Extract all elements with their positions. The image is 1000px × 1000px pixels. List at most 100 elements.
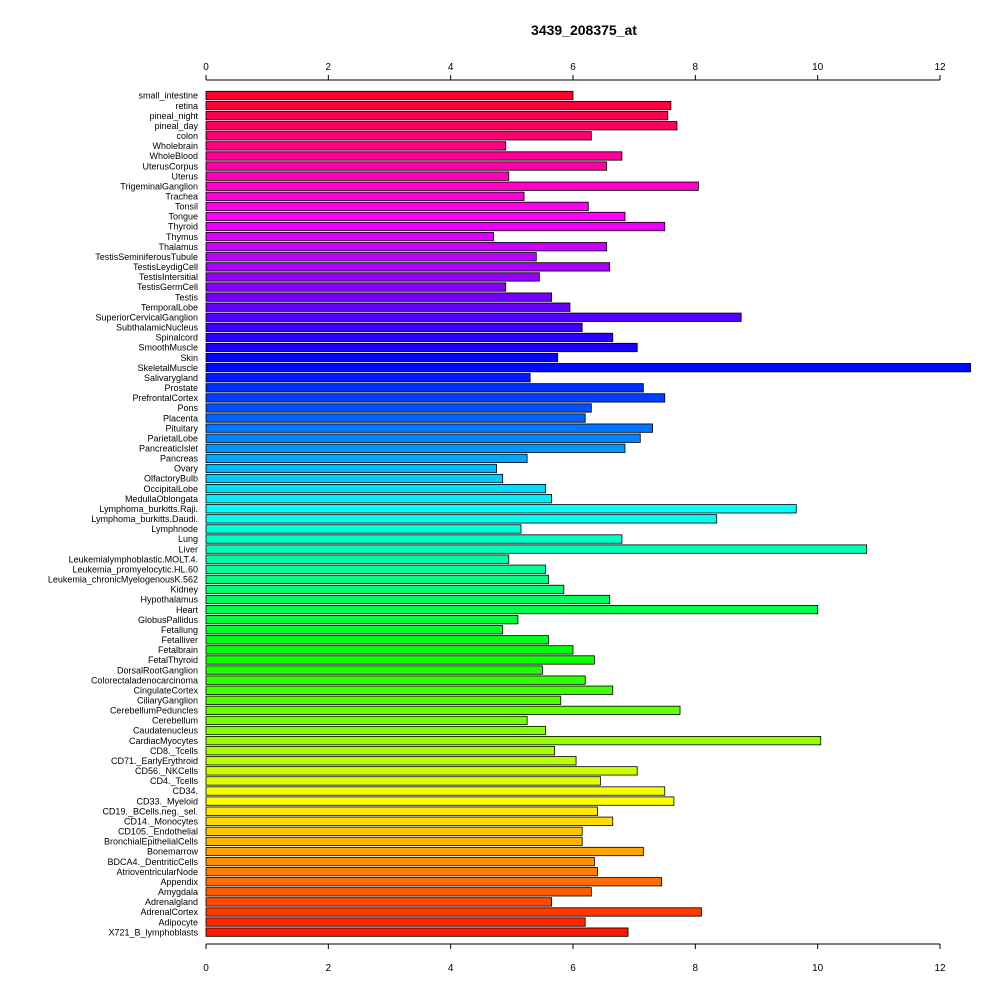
bar-wholeblood bbox=[205, 151, 623, 161]
bar-fetalbrain bbox=[205, 645, 574, 655]
category-label: DorsalRootGanglion bbox=[117, 665, 198, 675]
bottom-axis: 0 2 4 6 8 10 12 bbox=[203, 943, 946, 974]
category-label: Hypothalamus bbox=[140, 595, 198, 605]
category-label: Adrenalgland bbox=[145, 897, 198, 907]
bar-wholebrain bbox=[205, 141, 507, 151]
bar-lymphoma-burkitts-raji- bbox=[205, 504, 797, 514]
bar-prostate bbox=[205, 383, 644, 393]
top-axis-tick-label: 0 bbox=[203, 62, 209, 73]
bottom-axis-tick-label: 12 bbox=[934, 963, 946, 974]
category-label: pineal_day bbox=[154, 121, 198, 131]
category-label: retina bbox=[175, 101, 198, 111]
category-label: MedullaOblongata bbox=[125, 494, 198, 504]
bar-testisgermcell bbox=[205, 282, 507, 292]
category-label: Heart bbox=[176, 605, 199, 615]
bottom-axis-tick-label: 10 bbox=[812, 963, 824, 974]
category-label: Thalamus bbox=[158, 242, 198, 252]
category-label: CD8._Tcells bbox=[150, 746, 199, 756]
bar-testis bbox=[205, 292, 552, 302]
top-axis-tick-label: 10 bbox=[812, 62, 824, 73]
bar-leukemia-promyelocytic-hl-60 bbox=[205, 564, 546, 574]
category-label: CD33._Myeloid bbox=[136, 796, 198, 806]
bar-skeletalmuscle bbox=[205, 363, 971, 373]
category-label: PrefrontalCortex bbox=[132, 393, 198, 403]
category-label: Caudatenucleus bbox=[133, 726, 199, 736]
bar-pancreaticislet bbox=[205, 443, 626, 453]
category-label: Lymphoma_burkitts.Raji. bbox=[99, 504, 198, 514]
category-label: CiliaryGanglion bbox=[137, 696, 198, 706]
category-label: Fetallung bbox=[161, 625, 198, 635]
bar-pituitary bbox=[205, 423, 653, 433]
bar-uterus bbox=[205, 171, 510, 181]
bar-superiorcervicalganglion bbox=[205, 312, 742, 322]
bottom-axis-tick-label: 0 bbox=[203, 963, 209, 974]
bar-cerebellum bbox=[205, 715, 528, 726]
bar-cd105-endothelial bbox=[205, 826, 583, 836]
bar-leukemialymphoblastic-molt-4- bbox=[205, 554, 510, 564]
bar-olfactorybulb bbox=[205, 473, 504, 484]
bar-temporallobe bbox=[205, 302, 571, 312]
bar-cerebellumpeduncles bbox=[205, 705, 681, 715]
bar-thymus bbox=[205, 232, 494, 242]
category-label: Lymphoma_burkitts.Daudi. bbox=[91, 514, 198, 524]
category-label: Liver bbox=[178, 544, 198, 554]
bar-medullaoblongata bbox=[205, 494, 552, 504]
top-axis-tick-label: 6 bbox=[570, 62, 576, 73]
category-label: SubthalamicNucleus bbox=[116, 323, 199, 333]
bottom-axis-tick-label: 6 bbox=[570, 963, 576, 974]
category-label: Kidney bbox=[170, 585, 198, 595]
bar-adipocyte bbox=[205, 917, 586, 927]
bar-caudatenucleus bbox=[205, 725, 546, 736]
bar-leukemia-chronicmyelogenousk-562 bbox=[205, 574, 549, 584]
category-label: TestisGermCell bbox=[137, 282, 198, 292]
bar-trigeminalganglion bbox=[205, 181, 699, 191]
category-labels-group: small_intestineretinapineal_nightpineal_… bbox=[48, 91, 199, 938]
bottom-axis-tick-label: 8 bbox=[693, 963, 699, 974]
bar-parietallobe bbox=[205, 433, 641, 443]
top-axis-tick-label: 12 bbox=[934, 62, 946, 73]
bar-smoothmuscle bbox=[205, 342, 638, 353]
bar-cd56-nkcells bbox=[205, 766, 638, 776]
category-label: AdrenalCortex bbox=[140, 907, 198, 917]
bar-pancreas bbox=[205, 453, 528, 463]
category-label: AtrioventricularNode bbox=[116, 867, 198, 877]
bar-testisseminiferoustubule bbox=[205, 252, 537, 262]
bar-testisintersitial bbox=[205, 272, 540, 282]
bar-bdca4-dentriticcells bbox=[205, 856, 595, 867]
bar-liver bbox=[205, 544, 867, 554]
top-axis-tick-label: 8 bbox=[693, 62, 699, 73]
category-label: CD14._Monocytes bbox=[124, 816, 199, 826]
category-label: CD34. bbox=[172, 786, 198, 796]
category-label: SmoothMuscle bbox=[138, 343, 198, 353]
bar-fetallung bbox=[205, 625, 504, 635]
bar-cd4-tcells bbox=[205, 776, 601, 786]
bar-adrenalcortex bbox=[205, 907, 702, 917]
bar-fetalliver bbox=[205, 635, 549, 645]
category-label: TestisIntersitial bbox=[139, 272, 198, 282]
category-label: Pituitary bbox=[165, 423, 198, 433]
bar-salivarygland bbox=[205, 373, 531, 383]
bar-cd34- bbox=[205, 786, 666, 796]
category-label: BronchialEpithelialCells bbox=[104, 837, 199, 847]
bottom-axis-tick-label: 4 bbox=[448, 963, 454, 974]
category-label: ParietalLobe bbox=[147, 433, 198, 443]
category-label: Uterus bbox=[171, 171, 198, 181]
bar-adrenalgland bbox=[205, 897, 552, 907]
bar-cd8-tcells bbox=[205, 746, 556, 756]
bar-amygdala bbox=[205, 887, 592, 897]
category-label: CardiacMyocytes bbox=[129, 736, 199, 746]
category-label: pineal_night bbox=[149, 111, 198, 121]
category-label: SuperiorCervicalGanglion bbox=[95, 312, 198, 322]
category-label: Wholebrain bbox=[152, 141, 198, 151]
bar-retina bbox=[205, 100, 672, 111]
bar-cd19-bcells-neg-sel- bbox=[205, 806, 598, 816]
bar-bonemarrow bbox=[205, 846, 644, 857]
bar-subthalamicnucleus bbox=[205, 322, 583, 332]
bar-tongue bbox=[205, 211, 626, 222]
category-label: BDCA4._DentriticCells bbox=[107, 857, 198, 867]
category-label: UterusCorpus bbox=[142, 161, 198, 171]
category-label: Appendix bbox=[160, 877, 198, 887]
category-label: GlobusPallidus bbox=[138, 615, 199, 625]
bar-heart bbox=[205, 604, 819, 615]
